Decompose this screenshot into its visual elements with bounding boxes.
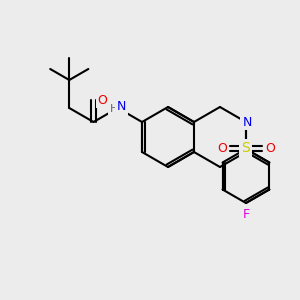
Text: O: O: [265, 142, 275, 154]
Text: F: F: [242, 208, 250, 220]
Text: O: O: [98, 94, 107, 106]
Text: N: N: [117, 100, 127, 113]
Text: H: H: [110, 104, 118, 114]
Text: N: N: [242, 116, 252, 128]
Text: O: O: [217, 142, 227, 154]
Text: S: S: [242, 141, 250, 155]
